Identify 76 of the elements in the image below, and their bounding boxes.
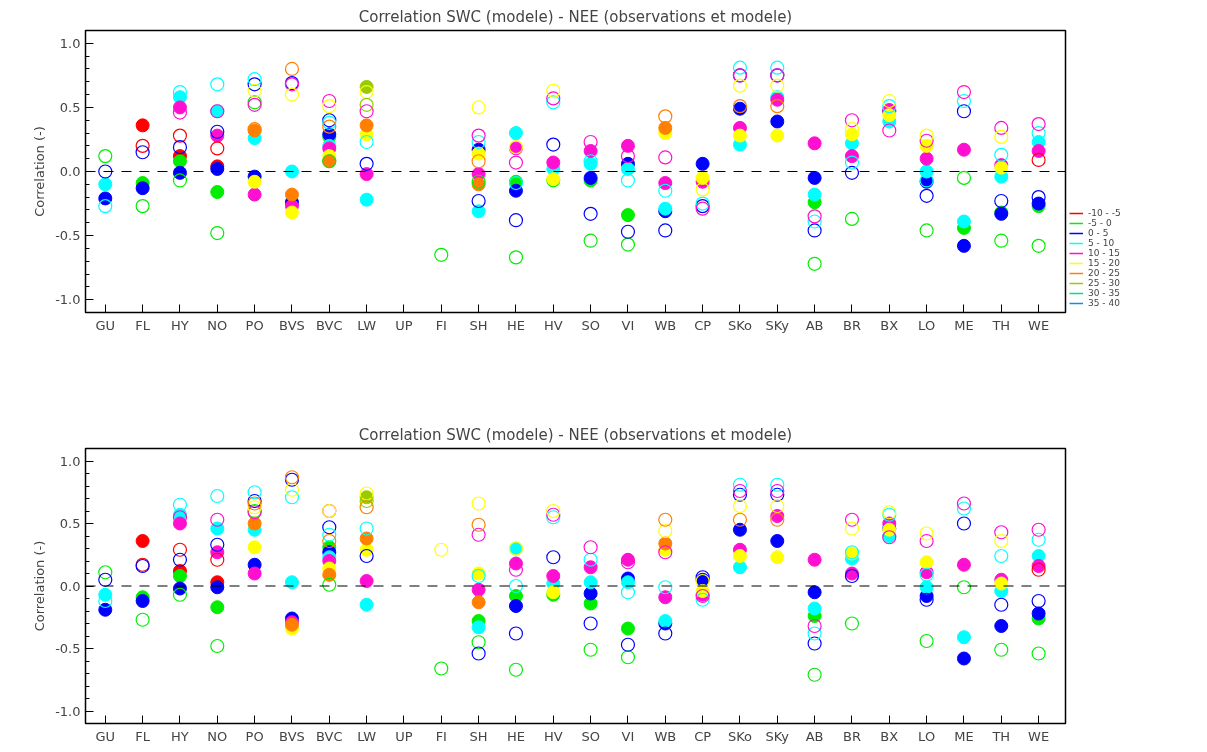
y-tick-label: 0.0 bbox=[59, 578, 81, 594]
y-axis-title: Correlation (-) bbox=[32, 540, 48, 632]
x-tick-label: FL bbox=[135, 317, 151, 333]
x-tick-label: SKo bbox=[727, 317, 753, 333]
x-tick-label: HV bbox=[543, 317, 563, 333]
x-tick-label: AB bbox=[805, 728, 824, 744]
x-tick-label: SKy bbox=[765, 728, 790, 744]
x-tick-label: FI bbox=[435, 317, 447, 333]
x-tick-label: SKo bbox=[727, 728, 753, 744]
x-tick-label: HE bbox=[506, 728, 525, 744]
x-tick-label: VI bbox=[621, 728, 635, 744]
y-tick-label: -1.0 bbox=[55, 703, 81, 719]
legend-label: 30 - 35 bbox=[1088, 288, 1120, 298]
chart-title: Correlation SWC (modele) - NEE (observations et modele) bbox=[358, 7, 793, 26]
x-tick-label: BX bbox=[880, 317, 899, 333]
x-tick-label: NO bbox=[207, 728, 228, 744]
legend-label: 15 - 20 bbox=[1088, 258, 1120, 268]
x-tick-label: SH bbox=[469, 728, 488, 744]
x-tick-label: FI bbox=[435, 728, 447, 744]
x-tick-label: BVS bbox=[279, 728, 305, 744]
y-tick-label: 0.5 bbox=[59, 516, 81, 531]
x-tick-label: SO bbox=[581, 728, 600, 744]
x-tick-label: VI bbox=[621, 317, 635, 333]
x-tick-label: CP bbox=[694, 317, 712, 333]
legend-label: 0 - 5 bbox=[1088, 228, 1109, 238]
x-tick-label: BVC bbox=[316, 317, 343, 333]
x-tick-label: PO bbox=[245, 728, 264, 744]
x-tick-label: LW bbox=[357, 317, 377, 333]
x-tick-label: ME bbox=[954, 728, 974, 744]
legend-label: -5 - 0 bbox=[1088, 218, 1112, 228]
x-tick-label: WB bbox=[654, 728, 677, 744]
x-tick-label: HV bbox=[543, 728, 563, 744]
x-tick-label: HY bbox=[171, 728, 189, 744]
x-tick-label: BVS bbox=[279, 317, 305, 333]
chart-title: Correlation SWC (modele) - NEE (observations et modele) bbox=[358, 425, 793, 444]
legend-label: 35 - 40 bbox=[1088, 298, 1120, 308]
x-tick-label: FL bbox=[135, 728, 151, 744]
x-tick-label: AB bbox=[805, 317, 824, 333]
y-tick-label: 0.5 bbox=[59, 99, 81, 115]
x-tick-label: WB bbox=[654, 317, 677, 333]
x-tick-label: LO bbox=[918, 317, 936, 333]
x-tick-label: CP bbox=[694, 728, 712, 744]
x-tick-label: HY bbox=[171, 317, 189, 333]
x-tick-label: SH bbox=[469, 317, 488, 333]
x-tick-label: BR bbox=[842, 728, 861, 744]
legend-label: 5 - 10 bbox=[1088, 238, 1115, 248]
legend-label: -10 - -5 bbox=[1088, 208, 1121, 218]
x-tick-label: SKy bbox=[765, 317, 790, 333]
x-tick-label: GU bbox=[95, 728, 116, 744]
legend-label: 20 - 25 bbox=[1088, 268, 1120, 278]
y-tick-label: 1.0 bbox=[59, 35, 81, 51]
x-tick-label: SO bbox=[581, 317, 600, 333]
y-tick-label: -0.5 bbox=[55, 641, 81, 656]
legend-label: 10 - 15 bbox=[1088, 248, 1120, 258]
x-tick-label: UP bbox=[395, 728, 413, 744]
legend-label: 25 - 30 bbox=[1088, 278, 1120, 288]
x-tick-label: BVC bbox=[316, 728, 343, 744]
y-axis-title: Correlation (-) bbox=[32, 126, 48, 217]
y-tick-label: 1.0 bbox=[59, 453, 81, 469]
x-tick-label: TH bbox=[991, 728, 1011, 744]
y-tick-label: 0.0 bbox=[59, 164, 81, 179]
x-tick-label: LO bbox=[918, 728, 936, 744]
x-tick-label: WE bbox=[1028, 728, 1050, 744]
y-tick-label: -1.0 bbox=[55, 292, 81, 308]
x-tick-label: UP bbox=[395, 317, 413, 333]
x-tick-label: TH bbox=[991, 317, 1011, 333]
x-tick-label: PO bbox=[245, 317, 264, 333]
x-tick-label: BR bbox=[842, 317, 861, 333]
x-tick-label: NO bbox=[207, 317, 228, 333]
x-tick-label: WE bbox=[1028, 317, 1050, 333]
x-tick-label: BX bbox=[880, 728, 899, 744]
x-tick-label: HE bbox=[506, 317, 525, 333]
x-tick-label: ME bbox=[954, 317, 974, 333]
x-tick-label: LW bbox=[357, 728, 377, 744]
y-tick-label: -0.5 bbox=[55, 228, 81, 244]
x-tick-label: GU bbox=[95, 317, 116, 333]
